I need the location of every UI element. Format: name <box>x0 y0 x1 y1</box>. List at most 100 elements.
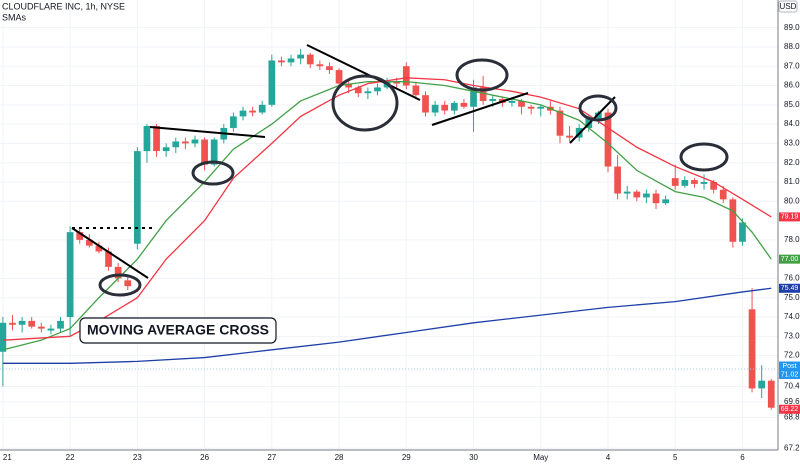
y-tick-label: 70.40 <box>784 382 800 391</box>
candle-body <box>95 245 103 252</box>
currency-box <box>778 0 798 13</box>
annotation-box <box>79 317 277 344</box>
chart-title: CLOUDFLARE INC, 1h, NYSE <box>2 1 125 11</box>
candle-body <box>364 91 372 94</box>
trend-line <box>149 126 266 138</box>
candle-body <box>748 309 756 389</box>
candle-body <box>258 104 266 113</box>
sma-line <box>2 81 772 351</box>
y-tick-label: 89.00 <box>784 23 800 32</box>
x-tick-label: 21 <box>3 453 12 462</box>
x-tick-label: 27 <box>267 453 276 462</box>
candle-body <box>133 151 141 244</box>
highlight-ellipse <box>679 142 729 172</box>
candle-body <box>114 266 122 279</box>
x-tick-label: 4 <box>606 453 611 462</box>
highlight-ellipse <box>98 273 142 297</box>
candle-body <box>287 58 295 63</box>
candle-body <box>604 112 612 167</box>
candle-body <box>412 85 420 96</box>
price-badge-text: 79.19 <box>781 214 799 221</box>
candle-body <box>556 110 564 136</box>
annotations: MOVING AVERAGE CROSS <box>71 44 729 344</box>
candle-body <box>758 380 766 389</box>
candle-body <box>402 66 410 86</box>
candle-body <box>105 251 112 267</box>
candle-body <box>268 60 276 105</box>
candle-body <box>172 141 180 148</box>
candle-body <box>124 280 132 287</box>
candle-body <box>239 110 247 117</box>
badge-tag <box>779 361 800 371</box>
y-tick-label: 81.00 <box>784 177 800 186</box>
candle-body <box>623 191 631 194</box>
trend-line <box>431 92 529 126</box>
candle-body <box>316 64 324 67</box>
candle-body <box>652 193 660 204</box>
y-tick-label: 72.00 <box>784 351 800 360</box>
sma-line <box>2 287 772 364</box>
highlight-ellipse <box>455 58 509 92</box>
x-tick-label: 26 <box>200 453 209 462</box>
y-tick-label: 82.00 <box>784 158 800 167</box>
candle-body <box>297 54 304 59</box>
candle-body <box>681 180 689 186</box>
candle-body <box>662 199 669 204</box>
y-tick-label: 87.00 <box>784 61 800 70</box>
badge-tag-text: Post <box>782 363 796 370</box>
highlight-ellipse <box>191 160 235 186</box>
candle-body <box>719 189 727 200</box>
candle-body <box>201 139 208 165</box>
y-tick-label: 76.00 <box>784 274 800 283</box>
y-tick-label: 86.00 <box>784 81 800 90</box>
candle-body <box>210 139 218 165</box>
annotation-text: MOVING AVERAGE CROSS <box>87 322 269 338</box>
candle-body <box>518 100 525 107</box>
candle-body <box>326 66 333 71</box>
candle-body <box>28 320 36 327</box>
candle-body <box>671 178 679 186</box>
candle-body <box>508 100 516 103</box>
candle-body <box>66 232 74 318</box>
y-tick-label: 84.00 <box>784 119 800 128</box>
candle-body <box>431 104 439 113</box>
candle-body <box>710 181 718 190</box>
price-badge <box>779 283 800 293</box>
candle-body <box>614 166 621 194</box>
candle-body <box>57 320 64 329</box>
price-badge-text: 75.49 <box>781 285 799 292</box>
price-badge <box>779 404 800 414</box>
indicator-label: SMAs <box>2 12 27 22</box>
x-tick-label: May <box>533 453 548 462</box>
candle-body <box>595 112 602 119</box>
candle-body <box>85 239 93 246</box>
candle-body <box>739 222 746 242</box>
candle-body <box>489 99 497 101</box>
y-tick-label: 80.00 <box>784 196 800 205</box>
x-tick-label: 5 <box>673 453 678 462</box>
candle-body <box>470 87 477 107</box>
candle-body <box>278 60 285 63</box>
y-tick-label: 75.00 <box>784 293 800 302</box>
trend-line <box>306 44 421 101</box>
candle-body <box>191 139 199 144</box>
candle-body <box>18 320 26 325</box>
x-tick-label: 29 <box>402 453 411 462</box>
candle-body <box>700 181 708 184</box>
highlight-ellipse <box>578 94 618 122</box>
candle-body <box>393 81 401 84</box>
trend-line <box>71 227 149 279</box>
candle-body <box>374 87 381 92</box>
candle-body <box>0 322 7 352</box>
candle-body <box>441 104 449 111</box>
price-badge <box>779 370 800 380</box>
y-tick-label: 67.20 <box>784 443 800 452</box>
candle-body <box>143 126 151 152</box>
candle-body <box>153 126 160 152</box>
candle-body <box>691 180 698 184</box>
currency-label: USD <box>780 2 797 11</box>
x-tick-label: 22 <box>66 453 75 462</box>
candle-body <box>633 191 641 198</box>
price-badge-text: 71.02 <box>781 371 799 378</box>
